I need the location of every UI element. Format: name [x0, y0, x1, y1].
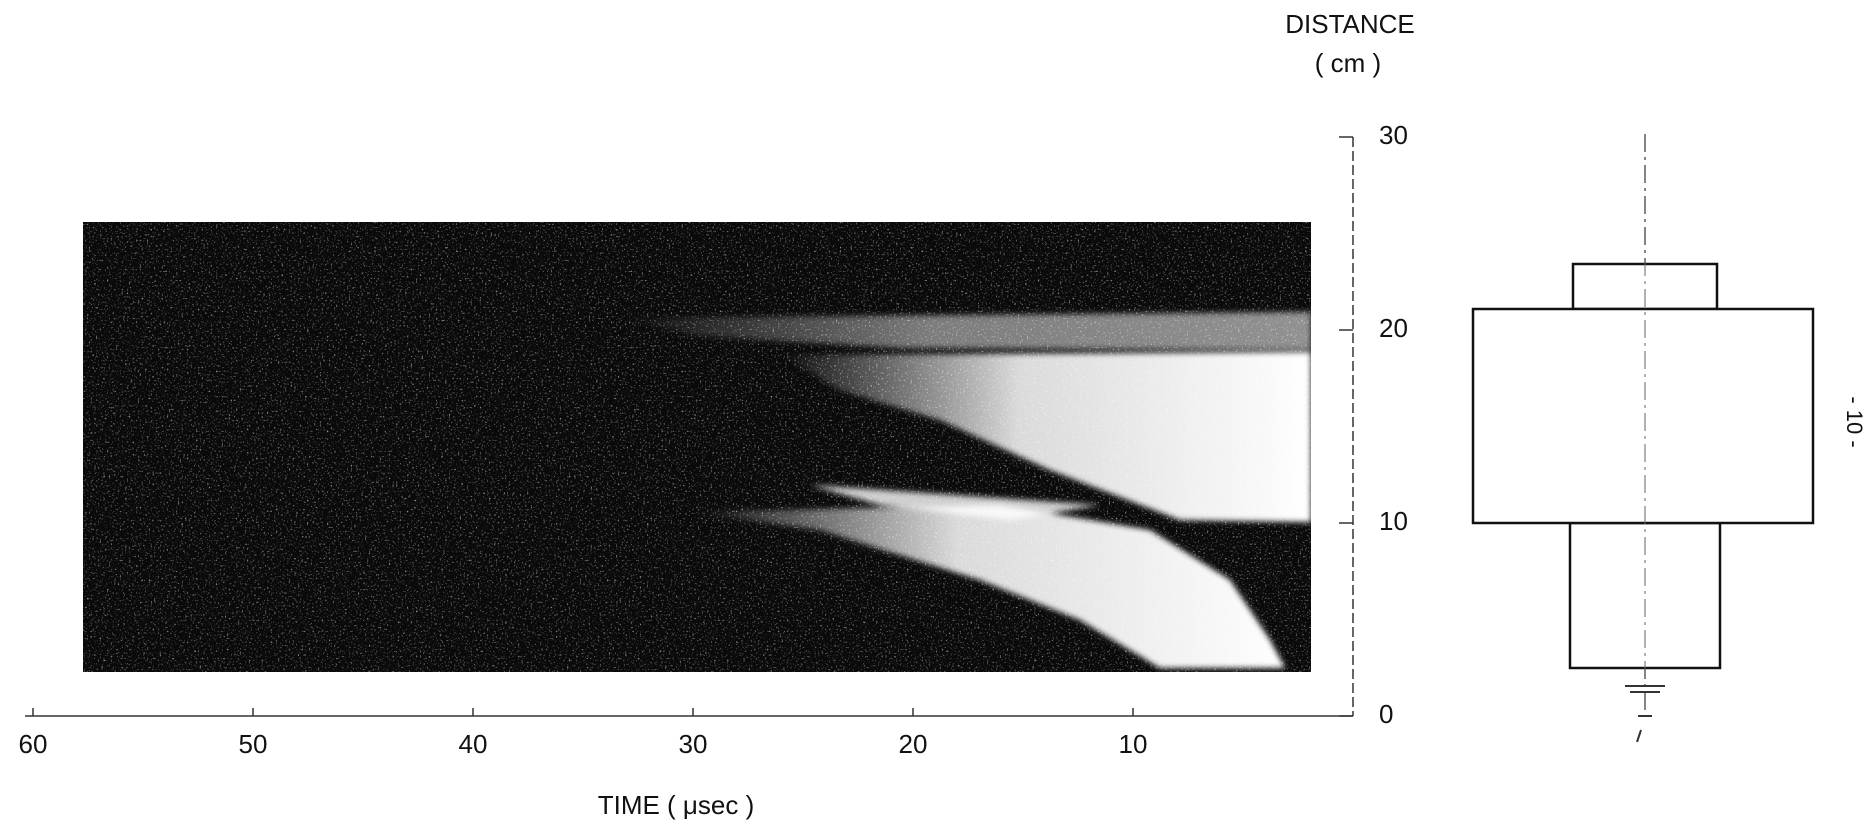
y-axis-unit: ( cm ) — [1315, 48, 1381, 78]
x-tick-label: 20 — [899, 729, 928, 759]
x-tick-label: 50 — [239, 729, 268, 759]
x-axis-label: TIME ( μsec ) — [598, 790, 755, 820]
y-tick-label: 20 — [1379, 313, 1408, 343]
streak-photograph — [83, 222, 1311, 672]
x-tick-label: 30 — [679, 729, 708, 759]
x-tick-label: 40 — [459, 729, 488, 759]
schematic — [1471, 134, 1815, 743]
y-tick-label: 0 — [1379, 699, 1393, 729]
gap-body — [1471, 307, 1815, 525]
ground-symbol — [1625, 685, 1665, 743]
x-tick-label: 10 — [1119, 729, 1148, 759]
page-number: - 10 - — [1842, 396, 1865, 447]
photo-grain-top — [83, 222, 1311, 672]
x-tick-label: 60 — [19, 729, 48, 759]
y-tick-label: 10 — [1379, 506, 1408, 536]
y-tick-label: 30 — [1379, 120, 1408, 150]
plot-area: 60 50 40 30 20 10 0 10 20 30 — [19, 120, 1408, 759]
y-axis-label: DISTANCE — [1285, 9, 1415, 39]
